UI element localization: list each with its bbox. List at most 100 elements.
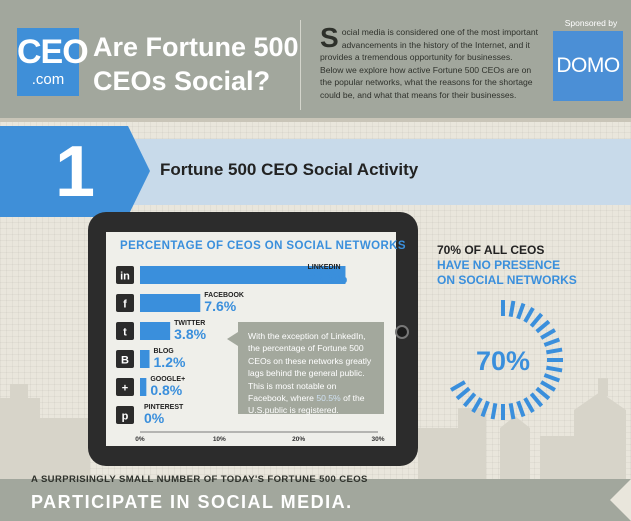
gauge-tick [529, 392, 544, 408]
section-number-block [0, 126, 128, 217]
category-label: FACEBOOK [204, 292, 244, 299]
gauge-tick [540, 328, 556, 340]
footer-arrow-notch [610, 479, 631, 521]
stat-heading: 70% OF ALL CEOS [437, 243, 545, 257]
note-text-after: of the U.S.public is registered. [248, 393, 365, 416]
gauge-tick [535, 319, 551, 334]
gauge-tick [493, 301, 496, 317]
gauge-tick [545, 365, 563, 373]
value-label: 7.6% [204, 298, 236, 314]
category-label: PINTEREST [144, 404, 184, 411]
title-line-2: CEOs Social? [93, 66, 271, 96]
twitter-icon: t [116, 322, 134, 340]
ceo-logo: CEO .com [17, 28, 89, 96]
google-plus-icon: + [116, 378, 134, 396]
gauge-tick [473, 308, 481, 322]
gauge-tick [455, 386, 471, 401]
svg-text:B: B [121, 355, 129, 367]
gauge-tick [444, 350, 460, 353]
footer-headline: PARTICIPATE IN SOCIAL MEDIA. [31, 492, 353, 512]
bar-blog [140, 350, 150, 368]
gauge-tick [543, 373, 561, 383]
gauge-tick [447, 339, 462, 344]
bar-linkedin [140, 266, 346, 284]
linkedin-icon: in [116, 266, 134, 284]
logo-sub-text: .com [31, 71, 65, 88]
x-tick-label: 30% [371, 436, 384, 442]
note-highlight: 50.5% [316, 393, 341, 404]
stat-subheading-2: ON SOCIAL NETWORKS [437, 273, 577, 287]
gauge-tick [451, 330, 465, 338]
value-label: 3.8% [174, 326, 206, 342]
header [0, 0, 631, 118]
header-vertical-divider [300, 20, 301, 110]
stat-subheading-1: HAVE NO PRESENCE [437, 258, 561, 272]
gauge-tick [523, 307, 535, 323]
gauge-tick [540, 380, 556, 392]
gauge-label: 70% [476, 346, 530, 376]
value-label: 1.2% [154, 354, 186, 370]
bar-facebook [140, 294, 201, 312]
section-number-arrow [128, 126, 150, 216]
x-tick-label: 0% [135, 436, 145, 442]
gauge-tick [444, 368, 460, 371]
title-line-1: Are Fortune 500 [93, 32, 299, 62]
footer-band [0, 479, 631, 521]
bar-google- [140, 378, 147, 396]
gauge-tick [450, 380, 466, 392]
category-label: BLOG [154, 348, 175, 355]
x-tick-label: 20% [292, 436, 305, 442]
svg-text:p: p [122, 411, 129, 423]
gauge-tick [535, 386, 551, 401]
gauge-tick [457, 321, 469, 331]
svg-text:+: + [122, 383, 128, 395]
gauge-tick [516, 400, 526, 418]
tablet-home-button [395, 325, 409, 339]
gauge-tick [523, 397, 535, 413]
intro-text: ocial media is considered one of the mos… [320, 27, 539, 100]
value-label: 0% [144, 410, 165, 426]
gauge-tick [480, 400, 490, 418]
pinterest-icon: p [116, 406, 134, 424]
gauge-tick [543, 337, 561, 347]
radial-gauge: 70% [444, 300, 563, 420]
svg-text:in: in [120, 271, 130, 283]
city-skyline [0, 378, 626, 480]
category-label: TWITTER [174, 320, 205, 327]
chart-title: PERCENTAGE OF CEOS ON SOCIAL NETWORKS [120, 240, 406, 252]
value-label: 0.8% [150, 382, 182, 398]
gauge-tick [464, 314, 474, 326]
gauge-tick [490, 402, 498, 420]
gauge-tick [545, 347, 563, 355]
value-label: 25.9% [307, 270, 347, 286]
facebook-icon: f [116, 294, 134, 312]
sponsor-label: Sponsored by [564, 18, 618, 28]
sponsor-logo: DOMO [553, 31, 623, 101]
intro-dropcap: S [320, 22, 339, 53]
category-label: LINKEDIN [307, 264, 340, 271]
gauge-tick [447, 375, 462, 380]
category-label: GOOGLE+ [150, 376, 185, 383]
section-number: 1 [55, 132, 96, 212]
gauge-tick [516, 302, 526, 320]
svg-text:f: f [123, 299, 127, 311]
x-tick-label: 10% [213, 436, 226, 442]
bar-twitter [140, 322, 171, 340]
note-pointer [227, 332, 238, 346]
gauge-tick [508, 300, 516, 318]
footer-caption: A SURPRISINGLY SMALL NUMBER OF TODAY'S F… [31, 474, 368, 485]
logo-main-text: CEO [17, 33, 89, 71]
gauge-tick [462, 392, 477, 408]
gauge-tick [482, 304, 487, 319]
note-box: With the exception of LinkedIn, the perc… [238, 322, 384, 416]
section-title: Fortune 500 CEO Social Activity [160, 160, 419, 179]
gauge-tick [471, 397, 483, 413]
note-text-before: With the exception of LinkedIn, the perc… [248, 331, 372, 404]
svg-text:t: t [123, 327, 127, 339]
blogger-icon: B [116, 350, 134, 368]
header-divider [0, 118, 631, 122]
gauge-tick [529, 312, 544, 328]
